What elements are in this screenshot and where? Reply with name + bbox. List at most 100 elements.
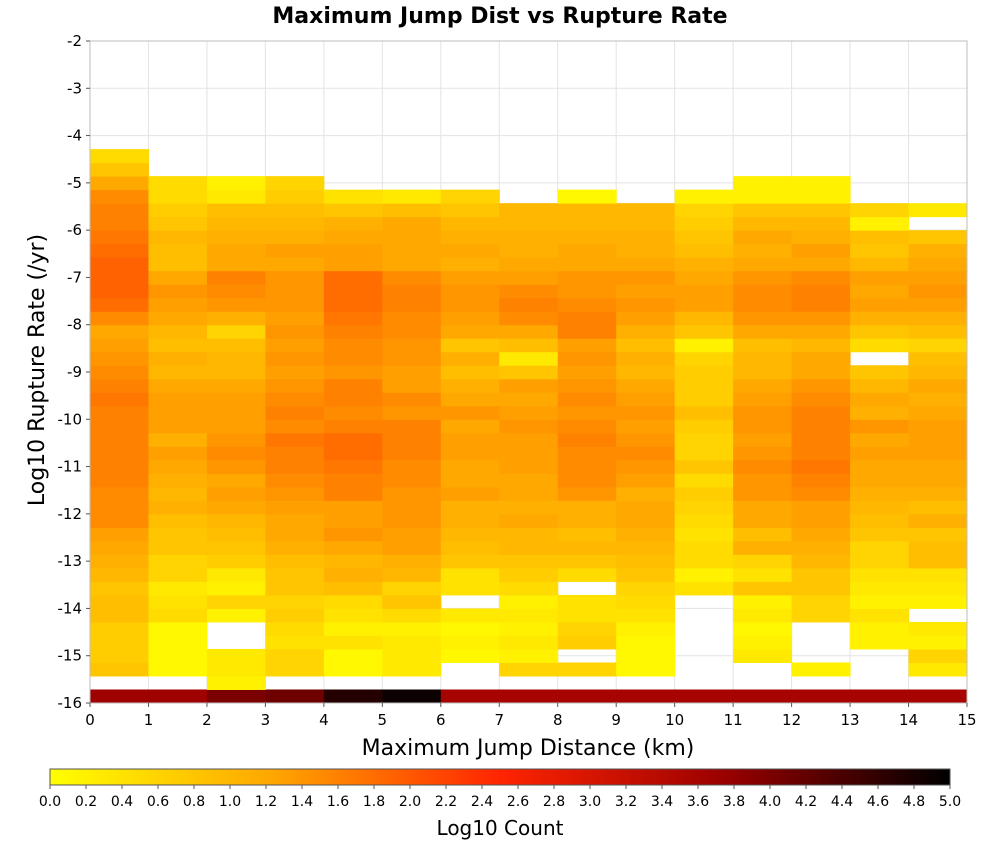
heatmap-cell [90,149,149,164]
heatmap-cell [90,176,149,191]
heatmap-cell [90,216,149,231]
heatmap-cell [908,446,968,461]
heatmap-cell [791,297,851,312]
heatmap-cell [733,230,793,245]
heatmap-cell [733,689,793,704]
heatmap-cell [499,270,559,285]
y-tick-label: -6 [67,221,82,239]
heatmap-cell [674,527,734,542]
heatmap-cell [850,216,910,231]
heatmap-cell [440,338,500,353]
heatmap-cell [499,648,559,663]
x-tick-label: 5 [378,711,388,729]
heatmap-cell [557,270,617,285]
heatmap-cell [323,284,383,299]
heatmap-cell [90,608,149,623]
heatmap-cell [674,500,734,515]
heatmap-cell [616,540,676,555]
heatmap-cell [908,689,968,704]
heatmap-cell [908,284,968,299]
heatmap-cell [616,594,676,609]
heatmap-cell [557,608,617,623]
heatmap-cell [733,203,793,218]
heatmap-cell [616,554,676,569]
heatmap-cell [148,513,208,528]
heatmap-cell [440,392,500,407]
heatmap-cell [733,351,793,366]
heatmap-cell [850,689,910,704]
heatmap-cell [616,338,676,353]
heatmap-cell [440,459,500,474]
heatmap-cell [733,270,793,285]
heatmap-cell [850,311,910,326]
heatmap-cell [206,581,266,596]
heatmap-cell [557,378,617,393]
heatmap-cell [908,486,968,501]
heatmap-cell [791,365,851,380]
y-tick-label: -7 [67,268,82,286]
heatmap-cell [616,257,676,272]
heatmap-cell [674,297,734,312]
heatmap-cell [148,621,208,636]
heatmap-cell [850,378,910,393]
heatmap-cell [382,284,442,299]
heatmap-cell [382,662,442,677]
heatmap-cell [148,527,208,542]
heatmap-cell [440,446,500,461]
heatmap-cell [674,270,734,285]
heatmap-cell [850,594,910,609]
heatmap-cell [382,365,442,380]
heatmap-cell [440,351,500,366]
heatmap-cell [850,419,910,434]
heatmap-cell [557,473,617,488]
heatmap-cell [265,446,325,461]
heatmap-cell [206,230,266,245]
heatmap-cell [499,432,559,447]
heatmap-cell [206,648,266,663]
heatmap-cell [440,689,500,704]
colorbar-tick-label: 4.4 [831,794,853,810]
heatmap-cell [733,473,793,488]
heatmap-cell [440,473,500,488]
heatmap-cell [850,338,910,353]
heatmap-cell [148,392,208,407]
heatmap-cell [850,270,910,285]
heatmap-cell [265,689,325,704]
heatmap-cell [323,594,383,609]
y-tick-label: -16 [58,694,83,712]
heatmap-cell [206,257,266,272]
heatmap-cell [265,500,325,515]
heatmap-cell [440,419,500,434]
heatmap-cell [674,419,734,434]
heatmap-cell [206,473,266,488]
heatmap-cell [557,216,617,231]
heatmap-cell [499,621,559,636]
heatmap-cell [440,432,500,447]
heatmap-cell [440,581,500,596]
heatmap-cell [440,540,500,555]
heatmap-cell [674,351,734,366]
heatmap-cell [90,567,149,582]
heatmap-cell [206,419,266,434]
heatmap-cell [148,594,208,609]
heatmap-cell [557,540,617,555]
heatmap-cell [850,297,910,312]
heatmap-cell [148,635,208,650]
heatmap-cell [90,635,149,650]
heatmap-cell [90,311,149,326]
heatmap-cell [674,216,734,231]
y-axis-ticks: -2 -3 -4 -5 -6 -7 -8 -9 -10 -11 -12 -13 -14 -15 -16 [58,32,90,712]
heatmap-cell [557,689,617,704]
heatmap-cell [733,527,793,542]
heatmap-cell [908,432,968,447]
heatmap-cell [206,311,266,326]
heatmap-cell [440,297,500,312]
heatmap-cell [90,189,149,204]
heatmap-cell [206,284,266,299]
heatmap-cell [733,513,793,528]
y-tick-label: -9 [67,363,82,381]
heatmap-cell [908,257,968,272]
y-tick-label: -3 [67,79,82,97]
heatmap-cell [382,432,442,447]
heatmap-cell [90,527,149,542]
